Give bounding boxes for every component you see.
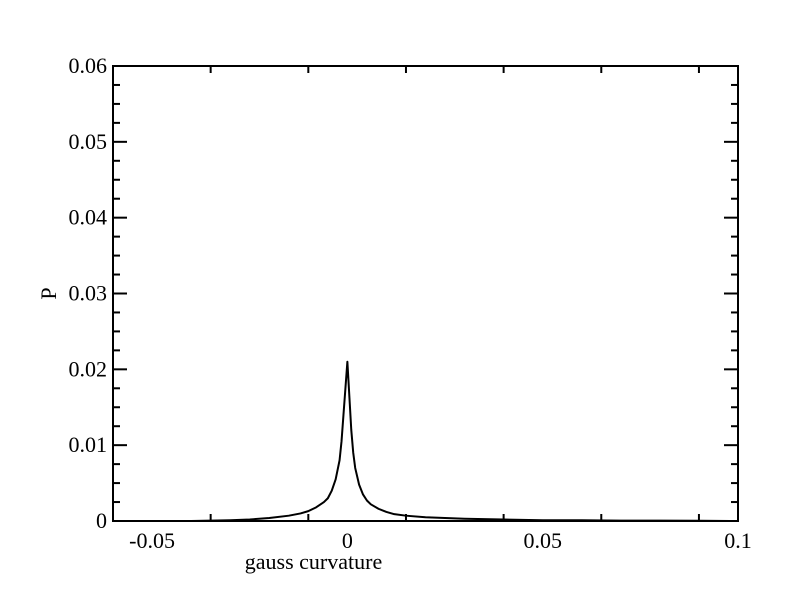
labels-layer: -0.05 0 0.05 0.1 0 0.01 0.02 0.03 0.04 0.05 0.06: [69, 53, 752, 553]
ticks-layer: [112, 65, 738, 522]
series-line: [191, 360, 731, 522]
y-tick-label: 0.02: [69, 356, 108, 381]
y-tick-label: 0.05: [69, 129, 108, 154]
x-tick-label: 0.1: [724, 528, 752, 553]
y-tick-label: 0.01: [69, 432, 108, 457]
x-tick-label: 0.05: [523, 528, 562, 553]
y-tick-label: 0.04: [69, 205, 108, 230]
y-tick-label: 0: [96, 508, 107, 533]
x-axis-label: gauss curvature: [245, 549, 382, 574]
line-layer: [191, 360, 731, 522]
x-tick-label: 0: [342, 528, 353, 553]
plot-frame: [112, 65, 739, 522]
x-tick-label: -0.05: [129, 528, 175, 553]
y-axis-label: P: [36, 287, 61, 299]
y-tick-label: 0.03: [69, 281, 108, 306]
y-tick-label: 0.06: [69, 53, 108, 78]
